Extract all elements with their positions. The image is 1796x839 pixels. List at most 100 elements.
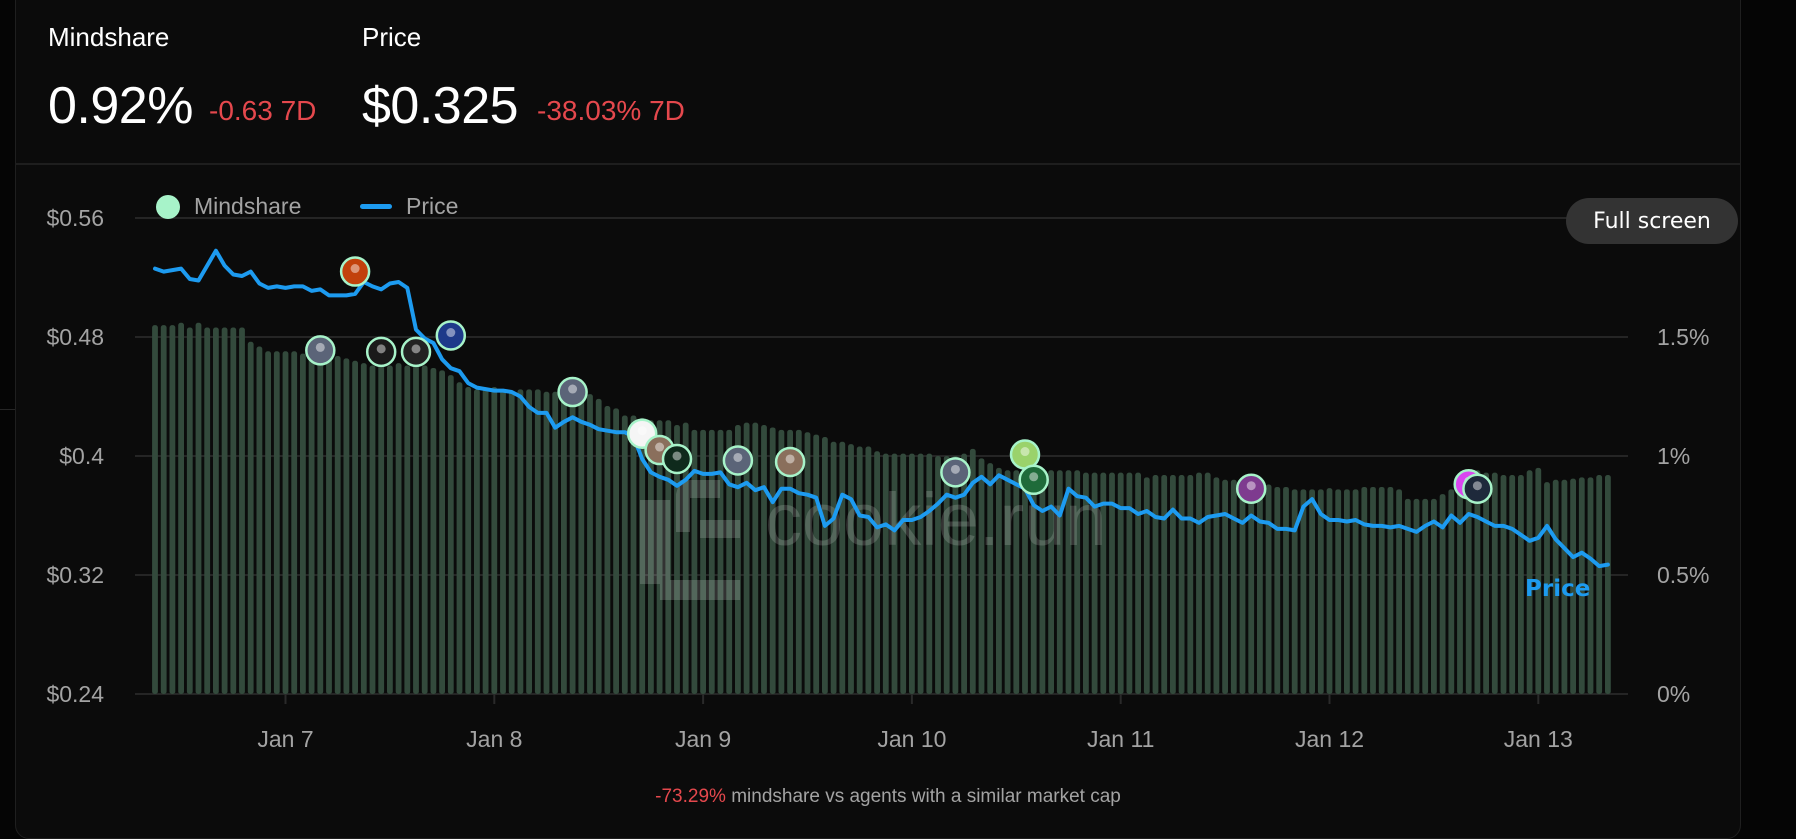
event-avatar-marker[interactable] [940, 457, 971, 488]
event-avatar-marker[interactable] [1462, 473, 1493, 504]
event-avatar-marker[interactable] [774, 446, 806, 478]
mindshare-bar [221, 327, 228, 694]
avatar-head-icon [950, 464, 960, 474]
mindshare-bar [865, 446, 872, 694]
mindshare-bar [1518, 475, 1524, 694]
event-avatar-marker[interactable] [1235, 473, 1267, 504]
mindshare-bar [508, 391, 515, 694]
mindshare-bar [735, 425, 741, 694]
mindshare-bar [1135, 472, 1141, 694]
mindshare-bar [595, 398, 602, 694]
mindshare-bar [1491, 472, 1498, 694]
full-screen-button[interactable]: Full screen [1566, 198, 1738, 244]
mindshare-bar [517, 389, 524, 694]
mindshare-bar [1500, 475, 1507, 694]
event-avatar-marker[interactable] [400, 336, 432, 368]
mindshare-bar [308, 353, 315, 694]
y-left-tick-label: $0.4 [59, 443, 104, 469]
mindshare-bar [534, 389, 541, 694]
mindshare-bar [1230, 479, 1237, 694]
mindshare-bar [1596, 475, 1603, 694]
mindshare-bar [1196, 472, 1202, 694]
mindshare-bar [717, 429, 724, 694]
x-tick-label: Jan 7 [257, 726, 313, 752]
mindshare-bar [1404, 498, 1411, 694]
x-tick-label: Jan 9 [675, 726, 731, 752]
mindshare-bar [1091, 472, 1098, 694]
event-avatar-marker[interactable] [435, 320, 467, 351]
mindshare-bar [1109, 472, 1115, 694]
event-avatar-marker[interactable] [339, 256, 371, 287]
mindshare-bar [569, 391, 576, 694]
legend-mindshare[interactable]: Mindshare [156, 193, 301, 220]
price-change: -38.03% 7D [537, 95, 685, 126]
mindshare-bar [1283, 486, 1289, 694]
mindshare-bar [1170, 475, 1176, 694]
event-avatar-marker[interactable] [365, 336, 397, 368]
avatar-head-icon [1020, 447, 1030, 457]
avatar-icon [365, 336, 397, 368]
avatar-head-icon [568, 384, 578, 394]
mindshare-bar [708, 429, 715, 694]
mindshare-bar [1213, 477, 1220, 694]
x-tick-label: Jan 13 [1504, 726, 1573, 752]
mindshare-bar [186, 327, 193, 694]
mindshare-bar [1552, 479, 1559, 694]
legend-price[interactable]: Price [360, 193, 458, 220]
avatar-head-icon [1029, 472, 1039, 482]
mindshare-bar [752, 422, 759, 694]
mindshare-bar [1022, 470, 1028, 694]
mindshare-bar [604, 406, 611, 694]
mindshare-bar [935, 456, 941, 694]
price-line [153, 248, 1610, 569]
mindshare-bar [830, 441, 837, 694]
avatar-head-icon [733, 452, 743, 462]
mindshare-bar [613, 408, 619, 694]
mindshare-bar [1048, 470, 1054, 694]
mindshare-bar [491, 386, 498, 694]
mindshare-bar [360, 363, 367, 694]
footnote: -73.29% mindshare vs agents with a simil… [0, 786, 1776, 808]
mindshare-bar [404, 365, 411, 694]
mindshare-bar [1465, 477, 1472, 694]
mindshare-bar [682, 422, 689, 694]
mindshare-bar [1204, 472, 1211, 694]
mindshare-bar [1274, 486, 1281, 694]
mindshare-bar [1291, 489, 1298, 694]
event-avatar-marker[interactable] [661, 443, 693, 475]
mindshare-bar [456, 382, 463, 694]
event-avatar-marker[interactable] [1018, 464, 1049, 496]
mindshare-bar [648, 420, 654, 694]
avatar-head-icon [411, 344, 421, 354]
mindshare-bar [465, 386, 472, 694]
avatar-head-icon [1246, 481, 1256, 491]
y-left-tick-label: $0.32 [46, 562, 104, 588]
mindshare-bar [1187, 475, 1194, 694]
event-avatar-marker[interactable] [557, 376, 588, 408]
mindshare-bar [1152, 475, 1159, 694]
avatar-head-icon [637, 426, 647, 436]
mindshare-bar [369, 365, 376, 694]
mindshare-bar [813, 434, 820, 694]
event-avatar-marker[interactable] [722, 445, 754, 476]
avatar-icon [1462, 473, 1493, 504]
mindshare-bar [500, 389, 506, 694]
mindshare-value: 0.92% [48, 77, 193, 135]
mindshare-bar [769, 427, 776, 694]
event-avatar-marker[interactable] [305, 335, 336, 366]
mindshare-bar [300, 353, 306, 694]
mindshare-bar [1309, 489, 1315, 694]
mindshare-bar [900, 453, 907, 694]
event-avatar-marker[interactable] [1009, 439, 1041, 470]
price-label: Price [362, 22, 422, 52]
legend-mindshare-label: Mindshare [194, 193, 302, 219]
x-tick-label: Jan 8 [466, 726, 522, 752]
y-left-tick-label: $0.24 [46, 681, 104, 707]
mindshare-bar [874, 451, 880, 694]
mindshare-bar [1457, 484, 1463, 694]
avatar-head-icon [446, 328, 456, 338]
avatar-head-icon [672, 451, 682, 461]
mindshare-bar [691, 429, 698, 694]
mindshare-bar [943, 456, 950, 694]
mindshare-bar [578, 391, 585, 694]
